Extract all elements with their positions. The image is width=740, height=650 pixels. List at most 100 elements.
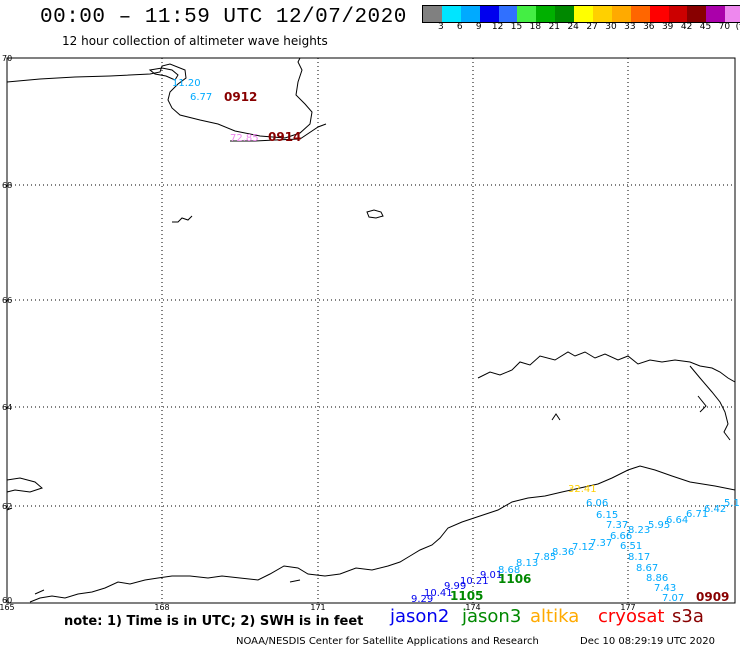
- lon-label: 177: [620, 603, 635, 612]
- scale-label: 18: [529, 22, 542, 32]
- scale-swatch: [706, 6, 726, 22]
- wave-height-label: 8.36: [552, 547, 574, 558]
- scale-label: 6: [456, 22, 463, 32]
- scale-swatch: [423, 6, 442, 22]
- scale-label: 24: [567, 22, 579, 32]
- pass-time-label: 0914: [268, 130, 301, 144]
- scale-label: 36: [643, 22, 655, 32]
- gridlines: [7, 58, 735, 603]
- wave-height-label: 6.66: [610, 531, 632, 542]
- wave-height-label: 9.29: [411, 594, 433, 605]
- scale-swatch: [460, 6, 480, 22]
- wave-height-label: 10.41: [424, 588, 453, 599]
- lat-label: 66: [2, 296, 12, 305]
- credit-timestamp: Dec 10 08:29:19 UTC 2020: [580, 636, 715, 647]
- lat-label: 60: [2, 596, 12, 605]
- legend-altika: altika: [530, 606, 580, 627]
- scale-swatch: [611, 6, 631, 22]
- scale-swatch: [555, 6, 575, 22]
- wave-height-label: 72.85: [230, 133, 259, 144]
- footer-note: note: 1) Time is in UTC; 2) SWH is in fe…: [64, 614, 364, 629]
- scale-label: 70: [718, 22, 731, 32]
- wave-height-label: 5.95: [648, 520, 670, 531]
- scale-label: 30: [605, 22, 617, 32]
- scale-swatch: [574, 6, 594, 22]
- pass-time-label: 1105: [450, 589, 483, 603]
- wave-height-label: 7.37: [606, 520, 628, 531]
- map-frame: [6, 57, 736, 604]
- wave-height-label: 9.99: [444, 581, 466, 592]
- wave-height-label: 7.12: [572, 542, 594, 553]
- wave-height-label: 7.07: [662, 593, 684, 604]
- scale-label: 42: [680, 22, 693, 32]
- wave-height-label: 11.20: [172, 78, 201, 89]
- pass-time-label: 0909: [696, 590, 729, 604]
- scale-unit: (ft): [735, 22, 740, 32]
- coastline: [6, 57, 736, 603]
- lon-label: 174: [465, 603, 480, 612]
- lat-label: 62: [2, 502, 12, 511]
- wave-height-label: 8.13: [516, 558, 538, 569]
- chart-title: 00:00 – 11:59 UTC 12/07/2020: [40, 6, 407, 29]
- scale-label: 27: [586, 22, 598, 32]
- lon-label: 171: [310, 603, 325, 612]
- scale-label: 9: [475, 22, 482, 32]
- scale-swatch: [498, 6, 518, 22]
- wave-height-label: 6.15: [596, 510, 618, 521]
- scale-label: 12: [491, 22, 504, 32]
- wave-height-label: 7.85: [534, 552, 556, 563]
- credit-text: NOAA/NESDIS Center for Satellite Applica…: [236, 636, 539, 647]
- lon-label: 168: [154, 603, 169, 612]
- wave-height-label: 9.01: [480, 570, 502, 581]
- legend-jason2: jason2: [390, 606, 450, 627]
- wave-height-label: 8.86: [646, 573, 668, 584]
- lat-label: 64: [2, 403, 12, 412]
- scale-swatch: [687, 6, 707, 22]
- scale-label: 39: [661, 22, 674, 32]
- legend-jason3: jason3: [462, 606, 522, 627]
- pass-time-label: 1106: [498, 572, 531, 586]
- wave-height-label: 6.42: [704, 504, 726, 515]
- lon-label: 165: [0, 603, 15, 612]
- wave-height-label: 8.68: [498, 565, 520, 576]
- wave-height-label: 6.51: [620, 541, 642, 552]
- wave-height-label: 7.43: [654, 583, 676, 594]
- color-scale: [422, 5, 740, 23]
- wave-height-label: 10.21: [460, 576, 489, 587]
- scale-swatch: [668, 6, 688, 22]
- scale-swatch: [630, 6, 650, 22]
- chart-subtitle: 12 hour collection of altimeter wave hei…: [62, 34, 328, 48]
- wave-height-label: 6.64: [666, 515, 688, 526]
- legend-cryosat: cryosat: [598, 606, 665, 627]
- lat-label: 68: [2, 181, 12, 190]
- wave-height-label: 32.41: [568, 484, 597, 495]
- pass-time-label: 0912: [224, 90, 257, 104]
- wave-height-label: 6.71: [686, 509, 708, 520]
- scale-label: 15: [510, 22, 523, 32]
- scale-swatch: [536, 6, 556, 22]
- scale-swatch: [593, 6, 612, 22]
- wave-height-label: 8.23: [628, 525, 650, 536]
- lat-labels: 70 68 66 64 62 60: [2, 54, 12, 605]
- wave-height-label: 7.37: [590, 538, 612, 549]
- scale-swatch: [649, 6, 669, 22]
- scale-label: 33: [624, 22, 636, 32]
- wave-height-label: 8.17: [628, 552, 650, 563]
- wave-height-label: 6.77: [190, 92, 212, 103]
- scale-label: 3: [438, 22, 444, 32]
- scale-label: 21: [548, 22, 561, 32]
- lon-labels: 165 168 171 174 177: [0, 603, 636, 612]
- scale-swatch: [479, 6, 499, 22]
- lat-label: 70: [2, 54, 12, 63]
- legend-s3a: s3a: [672, 606, 704, 627]
- scale-swatch: [441, 6, 461, 22]
- wave-height-label: 6.06: [586, 498, 608, 509]
- scale-label: 45: [699, 22, 712, 32]
- scale-swatch: [517, 6, 537, 22]
- wave-height-label: 5.1: [724, 498, 740, 509]
- wave-height-label: 8.67: [636, 563, 658, 574]
- scale-swatch: [725, 6, 740, 22]
